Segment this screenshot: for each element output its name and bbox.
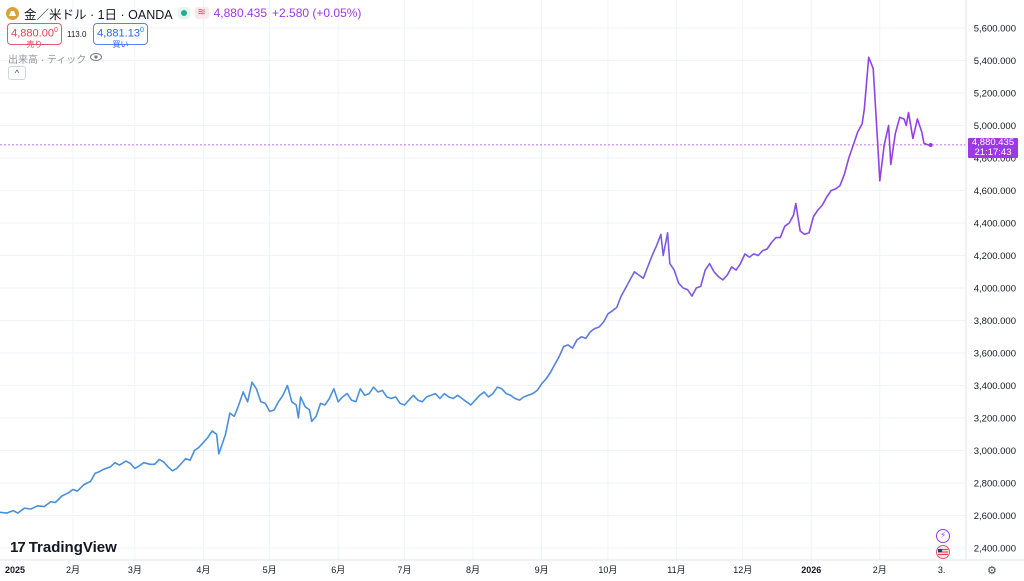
y-tick-label: 2,400.000 (974, 544, 1016, 555)
x-tick-label: 6月 (331, 565, 345, 575)
price-axis: 2,400.000 2,600.000 2,800.000 3,000.000 3,20… (965, 0, 1016, 560)
x-tick-label: 4月 (196, 565, 210, 575)
price-line-series (0, 56, 931, 514)
sell-button[interactable]: 4,880.000 売り (7, 23, 62, 49)
x-tick-label: 8月 (466, 565, 480, 575)
y-tick-label: 4,200.000 (974, 251, 1016, 262)
spread-value: 113.0 (67, 30, 87, 39)
x-tick-label: 2月 (66, 565, 80, 575)
vertical-gridlines (72, 0, 881, 560)
sell-label: 売り (26, 39, 43, 49)
x-tick-label: 5月 (263, 565, 277, 575)
y-tick-label: 4,600.000 (974, 186, 1016, 197)
y-tick-label: 5,600.000 (974, 24, 1016, 35)
horizontal-gridlines (0, 27, 966, 549)
gold-logo-icon (6, 6, 19, 20)
volume-label: 出来高 · ティック (8, 55, 87, 66)
x-tick-label: 10月 (598, 565, 617, 575)
time-axis: 2025 2月 3月 4月 5月 6月 7月 8月 9月 10月 11月 12月 2026 2月 3. (0, 559, 1024, 575)
y-tick-label: 5,000.000 (974, 121, 1016, 132)
price-change: +2.580 (+0.05%) (272, 6, 362, 20)
volume-indicator-legend[interactable]: 出来高 · ティック (8, 51, 103, 66)
y-tick-label: 5,400.000 (974, 56, 1016, 67)
buy-price-super: 0 (139, 27, 144, 34)
buy-label: 買い (112, 39, 129, 49)
tradingview-logo: 17 TradingView (10, 539, 117, 556)
y-tick-label: 3,000.000 (974, 446, 1016, 457)
us-flag-icon[interactable] (936, 545, 950, 559)
y-tick-label: 3,800.000 (974, 316, 1016, 327)
sell-price-super: 0 (53, 27, 58, 34)
symbol-title[interactable]: 金／米ドル · 1日 · OANDA (24, 7, 173, 22)
y-tick-label: 2,600.000 (974, 511, 1016, 522)
x-tick-label: 2月 (873, 565, 887, 575)
logo-name: TradingView (28, 539, 117, 556)
x-tick-label: 9月 (535, 565, 549, 575)
gear-icon[interactable]: ⚙ (987, 565, 997, 577)
y-tick-label: 3,600.000 (974, 349, 1016, 360)
chevron-up-icon[interactable]: ^ (8, 66, 26, 80)
market-open-dot-icon[interactable] (177, 7, 190, 19)
y-tick-label: 2,800.000 (974, 479, 1016, 490)
eye-icon[interactable] (90, 53, 103, 64)
x-tick-label: 3. (938, 565, 946, 575)
x-tick-label: 11月 (667, 565, 685, 575)
y-tick-label: 4,400.000 (974, 219, 1016, 230)
chart-legend: 金／米ドル · 1日 · OANDA ≋ 4,880.435 +2.580 (+… (6, 5, 362, 22)
last-price: 4,880.435 (213, 6, 268, 20)
last-price-dot (928, 143, 933, 147)
y-tick-label: 4,800.000 (974, 154, 1016, 165)
price-series (0, 56, 933, 514)
y-tick-label: 3,200.000 (974, 414, 1016, 425)
logo-mark: 17 (10, 539, 26, 556)
x-tick-label: 7月 (398, 565, 412, 575)
current-price-value: 4,880.435 (971, 137, 1015, 148)
current-price-label: 4,880.435 21:17:43 (968, 138, 1018, 158)
x-tick-label: 3月 (128, 565, 142, 575)
x-tick-label: 12月 (733, 565, 752, 575)
y-tick-label: 5,200.000 (974, 89, 1016, 100)
sell-price: 4,880.00 (11, 27, 54, 40)
buy-button[interactable]: 4,881.130 買い (93, 23, 148, 49)
y-tick-label: 4,000.000 (974, 284, 1016, 295)
wave-icon[interactable]: ≋ (194, 7, 209, 19)
lightning-icon[interactable]: ⚡ (936, 529, 950, 543)
y-tick-label: 3,400.000 (974, 381, 1016, 392)
x-tick-label: 2025 (5, 565, 25, 575)
bar-countdown: 21:17:43 (974, 147, 1012, 158)
x-tick-label: 2026 (801, 565, 821, 575)
buy-price: 4,881.13 (97, 27, 140, 40)
